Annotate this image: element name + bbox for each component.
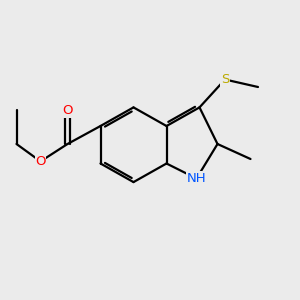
Text: NH: NH bbox=[187, 172, 206, 185]
Text: O: O bbox=[62, 104, 73, 117]
Text: O: O bbox=[35, 155, 46, 168]
Text: S: S bbox=[221, 73, 229, 86]
